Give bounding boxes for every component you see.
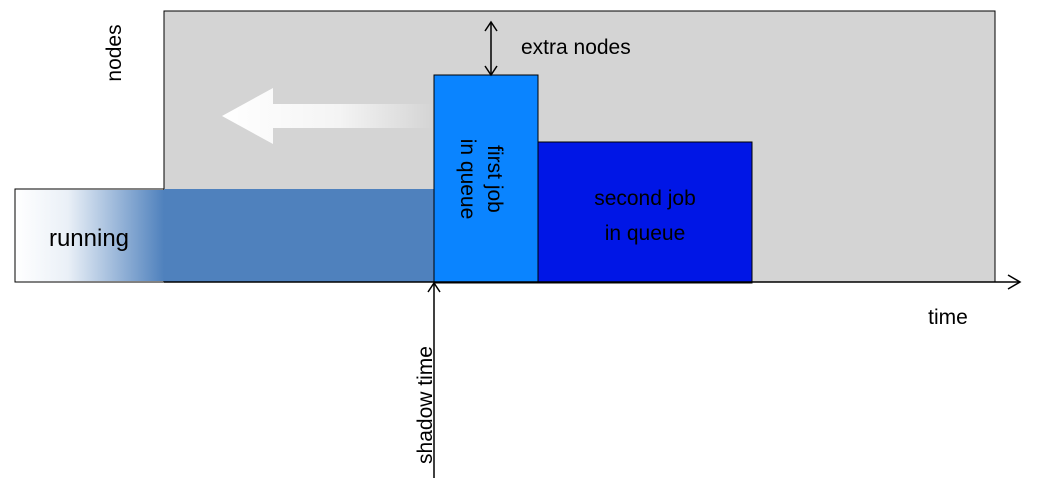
second-job-block (537, 141, 753, 284)
running-label: running (49, 225, 129, 252)
y-axis-label: nodes (103, 24, 126, 81)
running-job (164, 189, 435, 282)
first-job-block (433, 74, 539, 284)
extra-nodes-arrow (484, 20, 498, 77)
shadow-time-marker (427, 281, 441, 478)
time-axis (164, 274, 1022, 290)
first-job-label-line1: first job (483, 145, 506, 213)
extra-nodes-label: extra nodes (521, 36, 631, 59)
shadow-time-label: shadow time (414, 346, 437, 464)
x-axis-label: time (928, 306, 968, 329)
second-job-label-line2: in queue (605, 222, 686, 245)
second-job-label-line1: second job (594, 187, 696, 210)
backfill-arrow (222, 88, 434, 144)
running-job-gradient (16, 190, 164, 281)
first-job-label-line2: in queue (456, 139, 479, 220)
